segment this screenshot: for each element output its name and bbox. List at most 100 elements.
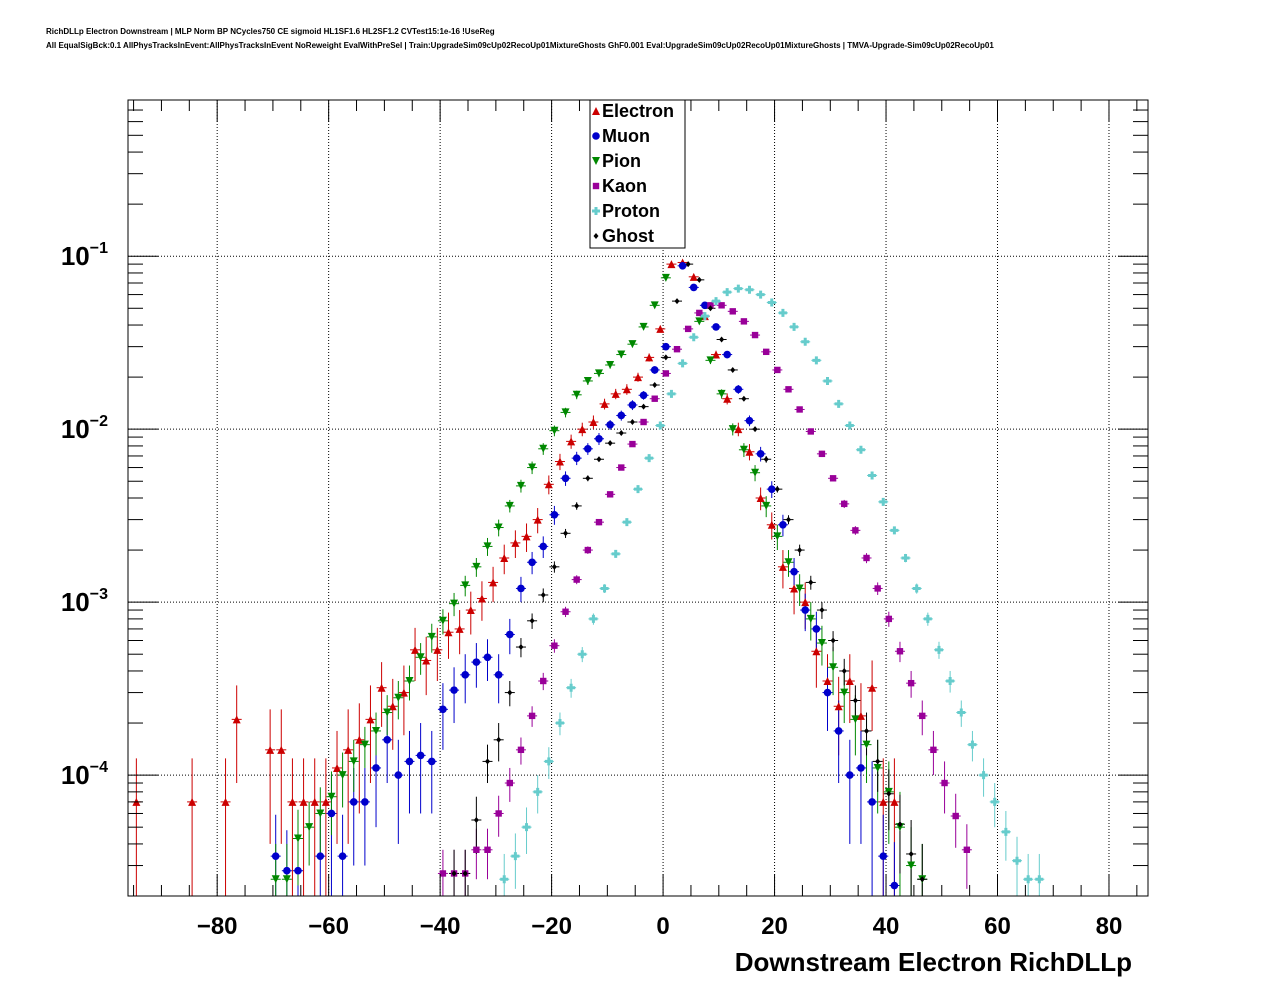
electron-point <box>266 745 275 754</box>
pion-point <box>494 523 503 532</box>
kaon-point <box>907 679 915 687</box>
data-markers <box>132 258 1044 890</box>
axis-ticks: −80 −60 −40 −20 0 20 40 60 80 10−1 10−2 10−3 10−4 <box>61 99 1148 940</box>
electron-point <box>433 645 442 654</box>
kaon-point <box>740 318 748 325</box>
ghost-point <box>752 426 758 433</box>
electron-point <box>834 702 843 711</box>
electron-point <box>333 763 342 772</box>
proton-point <box>990 797 999 806</box>
proton-point <box>845 421 854 430</box>
kaon-point <box>551 642 558 649</box>
muon-point <box>834 727 843 735</box>
electron-point <box>188 797 197 806</box>
electron-point <box>511 538 520 547</box>
kaon-point <box>495 810 502 817</box>
ghost-point <box>908 850 914 857</box>
electron-point <box>422 656 431 665</box>
pion-point <box>873 763 882 772</box>
electron-point <box>756 494 765 502</box>
ghost-point <box>507 689 513 696</box>
proton-point <box>801 337 810 346</box>
proton-point <box>578 650 587 659</box>
proton-point <box>1013 856 1022 865</box>
muon-point <box>846 771 854 779</box>
pion-point <box>394 693 403 702</box>
legend-marker-pion <box>592 157 600 165</box>
electron-point <box>823 676 832 685</box>
kaon-point <box>584 546 592 554</box>
muon-point <box>812 625 821 633</box>
electron-point <box>812 647 821 656</box>
kaon-point <box>718 302 725 309</box>
muon-point <box>745 416 754 425</box>
x-tick-label: 20 <box>761 913 788 940</box>
proton-point <box>979 771 988 780</box>
electron-point <box>555 457 564 466</box>
muon-point <box>271 852 280 860</box>
x-tick-label: 0 <box>656 913 669 940</box>
electron-point <box>622 385 631 394</box>
muon-point <box>857 764 865 772</box>
ghost-point <box>841 667 847 674</box>
muon-point <box>617 411 626 420</box>
proton-point <box>1001 827 1010 836</box>
pion-point <box>594 369 603 378</box>
kaon-point <box>963 846 971 853</box>
proton-point <box>611 549 620 558</box>
ghost-point <box>875 758 881 765</box>
proton-point <box>533 787 542 796</box>
proton-point <box>946 676 955 685</box>
pion-point <box>862 740 871 749</box>
pion-point <box>416 653 425 662</box>
muon-point <box>779 520 787 529</box>
x-tick-label: −80 <box>197 913 238 940</box>
electron-point <box>589 418 598 427</box>
ghost-point <box>551 563 557 570</box>
electron-point <box>578 425 587 434</box>
proton-point <box>1024 875 1033 884</box>
electron-point <box>567 437 576 446</box>
kaon-point <box>785 386 792 393</box>
pion-point <box>706 356 715 365</box>
pion-point <box>427 632 436 641</box>
muon-point <box>879 852 888 860</box>
kaon-point <box>896 648 904 655</box>
electron-point <box>600 399 609 408</box>
pion-point <box>583 376 592 385</box>
proton-point <box>868 471 877 480</box>
kaon-point <box>774 366 781 374</box>
x-tick-label: −60 <box>308 913 349 940</box>
pion-point <box>305 823 314 832</box>
legend-label-muon: Muon <box>602 126 650 146</box>
pion-point <box>372 726 381 735</box>
proton-point <box>622 518 631 527</box>
pion-point <box>461 581 470 590</box>
pion-point <box>717 389 726 398</box>
electron-point <box>856 711 865 720</box>
electron-point <box>734 425 743 434</box>
pion-point <box>472 562 481 571</box>
muon-point <box>539 542 548 551</box>
kaon-point <box>595 518 603 526</box>
kaon-point <box>762 348 770 356</box>
kaon-point <box>807 428 814 435</box>
ghost-point <box>819 607 825 614</box>
electron-point <box>355 735 364 744</box>
pion-point <box>806 614 815 623</box>
error-bars <box>131 260 1045 896</box>
legend-marker-ghost <box>593 233 599 239</box>
kaon-point <box>618 464 625 471</box>
y-tick-label: 10−4 <box>61 759 108 790</box>
electron-point <box>366 715 375 724</box>
ghost-point <box>719 336 725 343</box>
proton-point <box>778 308 787 317</box>
proton-point <box>555 719 564 728</box>
pion-point <box>483 542 492 551</box>
muon-point <box>394 771 403 779</box>
ghost-point <box>518 644 524 651</box>
muon-point <box>662 342 670 351</box>
muon-point <box>650 366 659 374</box>
proton-point <box>745 285 754 294</box>
y-tick-label: 10−1 <box>61 240 108 271</box>
